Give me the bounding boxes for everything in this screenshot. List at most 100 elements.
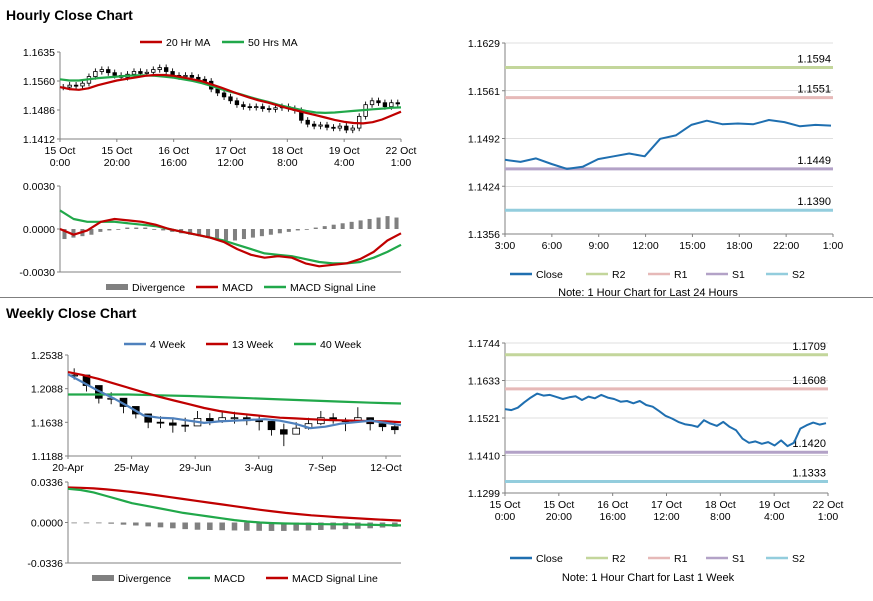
weekly-pivots-x-tick-label: 1:00 xyxy=(818,511,839,523)
hourly-macd-divergence-bar xyxy=(98,229,103,232)
weekly-pivots-s2-label: 1.1333 xyxy=(792,468,826,480)
hourly-macd-divergence-bar xyxy=(206,229,211,238)
weekly-macd-divergence-bar xyxy=(256,522,262,531)
weekly-pivots-close-line xyxy=(504,392,827,448)
hourly-pivots-x-tick-label: 18:00 xyxy=(726,240,752,252)
hourly-price-x-tick-label: 1:00 xyxy=(391,157,412,169)
hourly-price-candle xyxy=(382,102,388,108)
hourly-macd-divergence-bar xyxy=(259,229,264,237)
hourly-price-x-tick-label: 22 Oct xyxy=(386,145,417,157)
weekly-macd-divergence-bar xyxy=(330,522,336,530)
hourly-macd-divergence-bar xyxy=(107,229,112,231)
hourly-pivots-y-tick-label: 1.1356 xyxy=(468,229,500,241)
hourly-pivots-x-tick-label: 12:00 xyxy=(632,240,658,252)
hourly-price-x-tick-label: 15 Oct xyxy=(45,145,76,157)
legend-weekly-divergence-label: Divergence xyxy=(118,573,171,585)
hourly-macd-divergence-bar xyxy=(268,229,273,235)
hourly-price-candle xyxy=(151,69,156,73)
weekly-section-title: Weekly Close Chart xyxy=(6,305,137,321)
weekly-price-candle xyxy=(280,429,288,435)
hourly-price-candle xyxy=(73,84,79,87)
hourly-price-candle xyxy=(241,104,246,108)
weekly-macd-divergence-bar xyxy=(194,522,201,530)
hourly-price-candle xyxy=(183,75,188,77)
hourly-macd-signal-line xyxy=(59,209,402,265)
weekly-price-candle xyxy=(391,426,399,431)
legend-4-week-label: 4 Week xyxy=(150,339,186,351)
hourly-macd-y-tick-label: 0.0000 xyxy=(23,224,55,236)
weekly-macd-divergence-bar xyxy=(96,522,102,524)
section-divider xyxy=(0,297,873,298)
weekly-pivots-x-tick-label: 0:00 xyxy=(495,511,516,523)
weekly-4-week-line xyxy=(67,373,402,430)
hourly-macd-divergence-bar xyxy=(134,227,139,229)
hourly-price-y-tick-label: 1.1486 xyxy=(23,105,55,117)
weekly-macd-divergence-bar xyxy=(305,522,312,531)
legend-50hr-ma-label: 50 Hrs MA xyxy=(248,37,298,49)
hourly-pivots-x-tick-label: 9:00 xyxy=(588,240,609,252)
hourly-price-x-tick-label: 15 Oct xyxy=(101,145,132,157)
weekly-13-week-line xyxy=(67,371,402,424)
hourly-macd-divergence-bar xyxy=(241,229,246,240)
weekly-macd-divergence-bar xyxy=(318,522,324,530)
legend-weekly-divergence-swatch xyxy=(92,575,114,581)
hourly-price-candle xyxy=(131,71,137,75)
hourly-pivots-x-tick-label: 6:00 xyxy=(542,240,563,252)
hourly-macd-divergence-bar xyxy=(188,229,193,235)
weekly-pivots-legend-s1-label: S1 xyxy=(732,553,745,565)
hourly-price-x-tick-label: 18 Oct xyxy=(272,145,303,157)
hourly-section-title: Hourly Close Chart xyxy=(6,7,133,23)
hourly-macd-divergence-bar xyxy=(161,229,166,231)
legend-weekly-macd-signal-label: MACD Signal Line xyxy=(292,573,378,585)
hourly-price-candle xyxy=(311,123,317,127)
hourly-price-candle xyxy=(215,88,220,94)
hourly-macd-divergence-bar xyxy=(376,217,381,229)
legend-13-week-label: 13 Week xyxy=(232,339,274,351)
weekly-price-candle xyxy=(267,421,276,431)
hourly-price-candle xyxy=(157,67,162,70)
weekly-price-candle xyxy=(255,420,263,423)
hourly-price-candle xyxy=(221,92,227,98)
weekly-pivots-x-tick-label: 12:00 xyxy=(653,511,679,523)
hourly-macd-divergence-bar xyxy=(349,221,354,229)
hourly-price-candle xyxy=(196,76,201,80)
hourly-macd-y-tick-label: 0.0030 xyxy=(23,181,55,193)
hourly-macd-divergence-bar xyxy=(215,229,220,240)
hourly-macd-divergence-bar xyxy=(125,227,130,229)
hourly-macd-divergence-bar xyxy=(62,229,67,240)
weekly-price-y-tick-label: 1.2088 xyxy=(31,384,63,396)
hourly-pivots-legend-r2-label: R2 xyxy=(612,269,626,281)
legend-hourly-macd-label: MACD xyxy=(222,282,253,294)
weekly-macd-divergence-bar xyxy=(120,522,127,525)
weekly-macd-y-tick-label: 0.0336 xyxy=(31,477,63,489)
hourly-pivots-x-tick-label: 22:00 xyxy=(773,240,799,252)
weekly-pivots-legend-s2-label: S2 xyxy=(792,553,805,565)
hourly-pivots-s2-label: 1.1390 xyxy=(797,196,831,208)
hourly-macd-divergence-bar xyxy=(89,229,94,235)
hourly-price-candle xyxy=(337,125,343,129)
hourly-price-candle xyxy=(331,126,336,129)
weekly-macd-divergence-bar xyxy=(207,522,213,530)
hourly-pivots-y-tick-label: 1.1492 xyxy=(468,134,500,146)
hourly-price-x-tick-label: 4:00 xyxy=(334,157,355,169)
hourly-price-candle xyxy=(305,119,310,125)
weekly-macd-divergence-bar xyxy=(108,522,114,524)
hourly-macd-divergence-bar xyxy=(358,220,363,229)
weekly-macd-divergence-bar xyxy=(182,522,188,530)
hourly-pivots-y-tick-label: 1.1629 xyxy=(468,38,500,50)
hourly-price-candle xyxy=(112,72,117,76)
hourly-price-candle xyxy=(106,69,111,74)
hourly-price-candle xyxy=(144,71,150,74)
weekly-price-candle xyxy=(144,413,152,423)
weekly-price-candle xyxy=(292,427,300,435)
hourly-pivots-y-tick-label: 1.1561 xyxy=(468,86,500,98)
weekly-price-x-tick-label: 25-May xyxy=(114,462,150,474)
weekly-pivots-x-tick-label: 22 Oct xyxy=(813,499,844,511)
weekly-price-x-tick-label: 29-Jun xyxy=(179,462,211,474)
hourly-macd-divergence-bar xyxy=(340,223,345,229)
hourly-price-x-tick-label: 12:00 xyxy=(217,157,243,169)
weekly-pivots-x-tick-label: 16:00 xyxy=(600,511,626,523)
hourly-macd-divergence-bar xyxy=(322,226,327,229)
weekly-macd-divergence-bar xyxy=(71,522,77,524)
weekly-price-y-tick-label: 1.1638 xyxy=(31,417,63,429)
